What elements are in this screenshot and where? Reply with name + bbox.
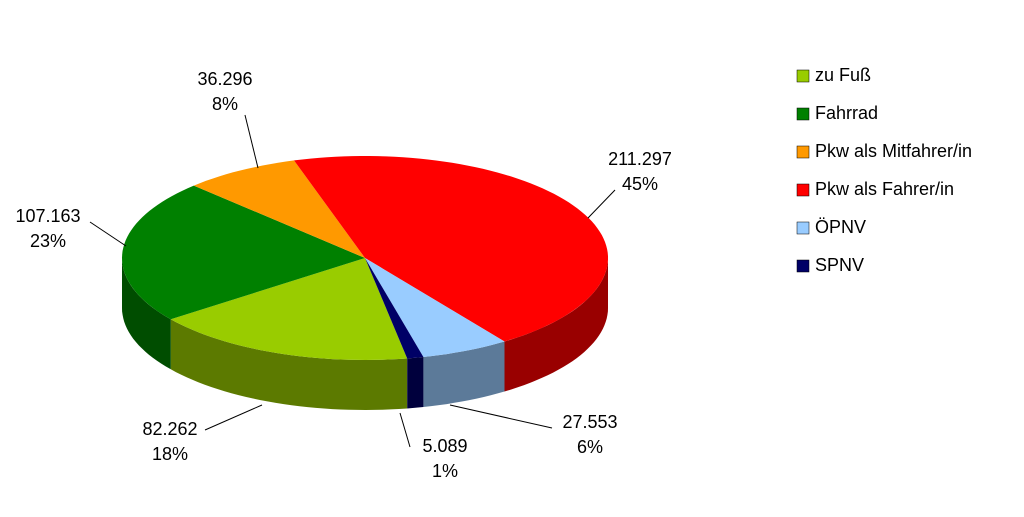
leader-line [244,114,259,169]
percent-label: 45% [622,174,658,194]
legend-swatch [796,69,810,83]
slice [365,258,424,359]
legend-label: ÖPNV [815,217,866,237]
slice-side [504,258,608,392]
legend-label: SPNV [815,255,864,275]
legend-label: Pkw als Fahrer/in [815,179,954,199]
slice-side [122,258,171,370]
legend-swatch [796,259,810,273]
slice-side [407,357,424,409]
legend-label: Pkw als Mitfahrer/in [815,141,972,161]
percent-label: 1% [432,461,458,481]
data-label: 5.089 [422,436,467,456]
legend-label: Fahrrad [815,103,878,123]
legend-swatch [796,107,810,121]
leader-line [89,221,127,247]
legend-swatch [796,221,810,235]
slice [122,185,365,320]
data-label: 36.296 [197,69,252,89]
slice-side [423,341,505,407]
leader-line [449,404,553,429]
percent-label: 6% [577,437,603,457]
percent-label: 18% [152,444,188,464]
slice-side [170,319,408,410]
data-label: 211.297 [608,149,672,169]
data-label: 27.553 [562,412,617,432]
leader-line [204,404,263,431]
legend-swatch [796,183,810,197]
data-label: 82.262 [142,419,197,439]
percent-label: 8% [212,94,238,114]
slice [294,156,608,342]
slice [170,258,408,360]
slice [365,258,505,357]
legend-swatch [796,145,810,159]
legend-label: zu Fuß [815,65,871,85]
data-label: 107.163 [15,206,80,226]
leader-line [587,189,616,219]
percent-label: 23% [30,231,66,251]
slice [193,160,365,258]
leader-line [399,412,411,448]
